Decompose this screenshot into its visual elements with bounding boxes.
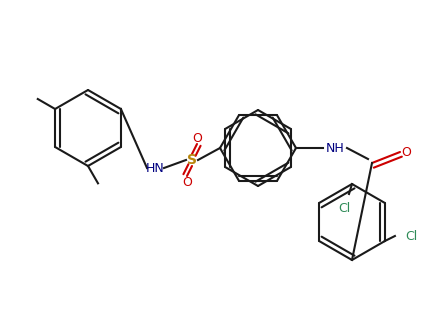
Text: Cl: Cl	[338, 202, 350, 214]
Text: O: O	[401, 146, 411, 158]
Text: O: O	[182, 175, 192, 188]
Text: S: S	[187, 153, 197, 167]
Text: Cl: Cl	[405, 229, 417, 243]
Text: HN: HN	[146, 162, 164, 174]
Text: NH: NH	[326, 141, 344, 155]
Text: O: O	[192, 132, 202, 145]
